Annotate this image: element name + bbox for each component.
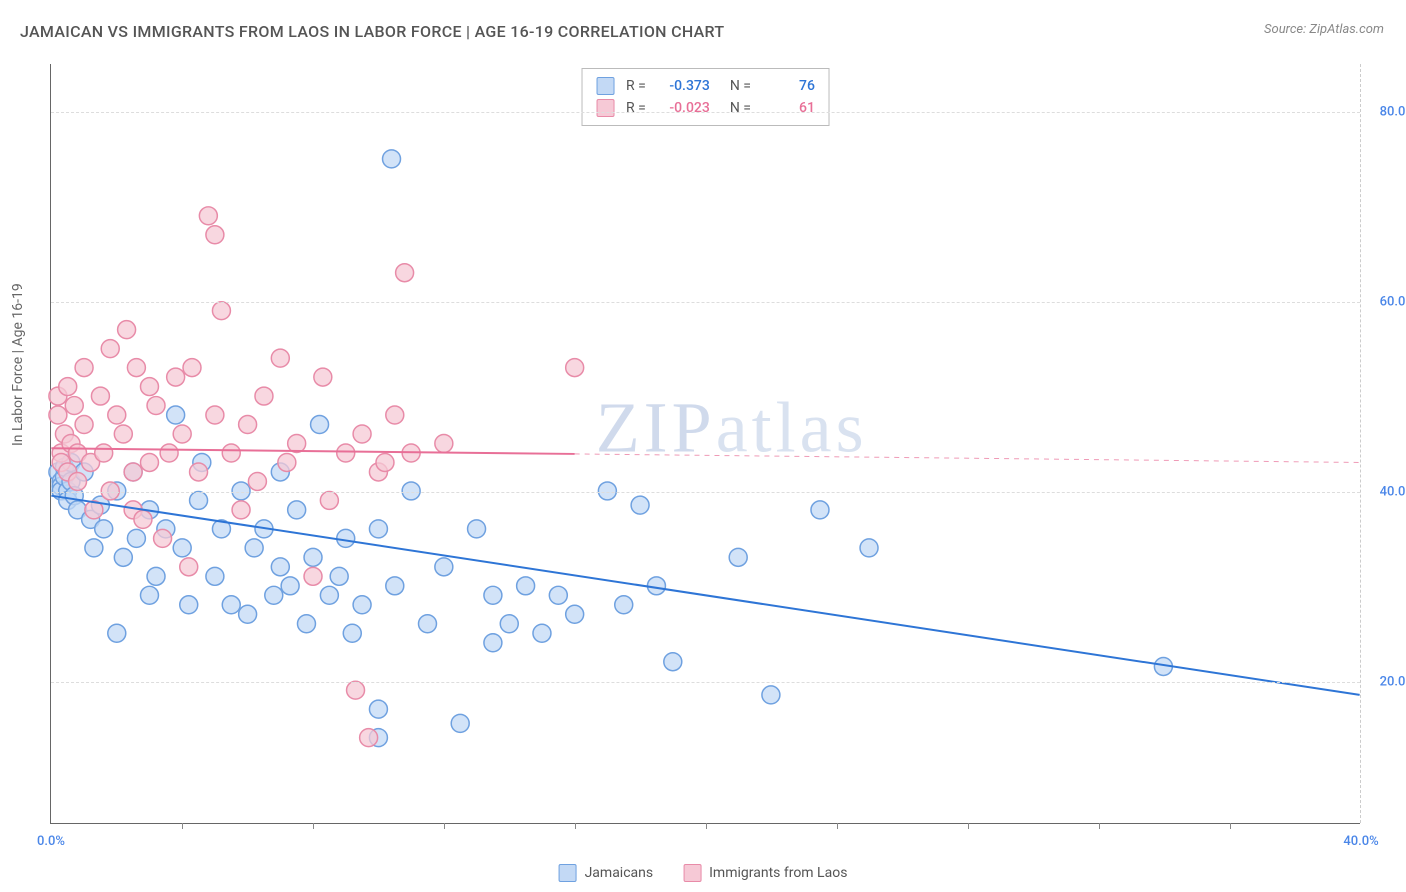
y-axis-label: In Labor Force | Age 16-19 [10, 283, 26, 446]
legend-row: R = -0.023 N = 61 [596, 97, 815, 119]
y-tick-label: 60.0% [1380, 294, 1406, 309]
gridline [51, 682, 1360, 683]
legend-label: Jamaicans [585, 865, 654, 881]
legend-label: Immigrants from Laos [709, 865, 847, 881]
gridline [51, 492, 1360, 493]
legend-row: R = -0.373 N = 76 [596, 75, 815, 97]
n-label: N = [730, 100, 751, 116]
series-legend: Jamaicans Immigrants from Laos [559, 864, 848, 882]
legend-item: Immigrants from Laos [683, 864, 847, 882]
x-tick-label: 40.0% [1343, 834, 1378, 849]
y-tick-label: 80.0% [1380, 104, 1406, 119]
chart-title: JAMAICAN VS IMMIGRANTS FROM LAOS IN LABO… [20, 22, 724, 41]
legend-item: Jamaicans [559, 864, 654, 882]
plot-svg [51, 64, 1360, 823]
n-value: 61 [759, 100, 815, 116]
x-tick [575, 823, 576, 829]
r-label: R = [626, 100, 646, 116]
plot-area: ZIPatlas R =-0.373N =76R =-0.023N =61 20… [50, 64, 1360, 824]
legend-swatch [596, 77, 614, 95]
x-tick [313, 823, 314, 829]
x-tick [1099, 823, 1100, 829]
x-tick [444, 823, 445, 829]
r-label: R = [626, 78, 646, 94]
n-value: 76 [759, 78, 815, 94]
r-value: -0.373 [654, 78, 710, 94]
gridline [51, 112, 1360, 113]
legend-swatch [683, 864, 701, 882]
y-tick-label: 40.0% [1380, 484, 1406, 499]
n-label: N = [730, 78, 751, 94]
x-tick [1230, 823, 1231, 829]
legend-swatch [596, 99, 614, 117]
legend-swatch [559, 864, 577, 882]
x-tick-label: 0.0% [37, 834, 65, 849]
gridline [51, 302, 1360, 303]
chart-container: JAMAICAN VS IMMIGRANTS FROM LAOS IN LABO… [0, 0, 1406, 892]
correlation-legend: R = -0.373 N = 76 R = -0.023 N = 61 [581, 68, 830, 126]
x-tick [837, 823, 838, 829]
x-tick [182, 823, 183, 829]
x-tick [706, 823, 707, 829]
r-value: -0.023 [654, 100, 710, 116]
x-tick [968, 823, 969, 829]
y-tick-label: 20.0% [1380, 674, 1406, 689]
source-label: Source: ZipAtlas.com [1264, 22, 1384, 37]
